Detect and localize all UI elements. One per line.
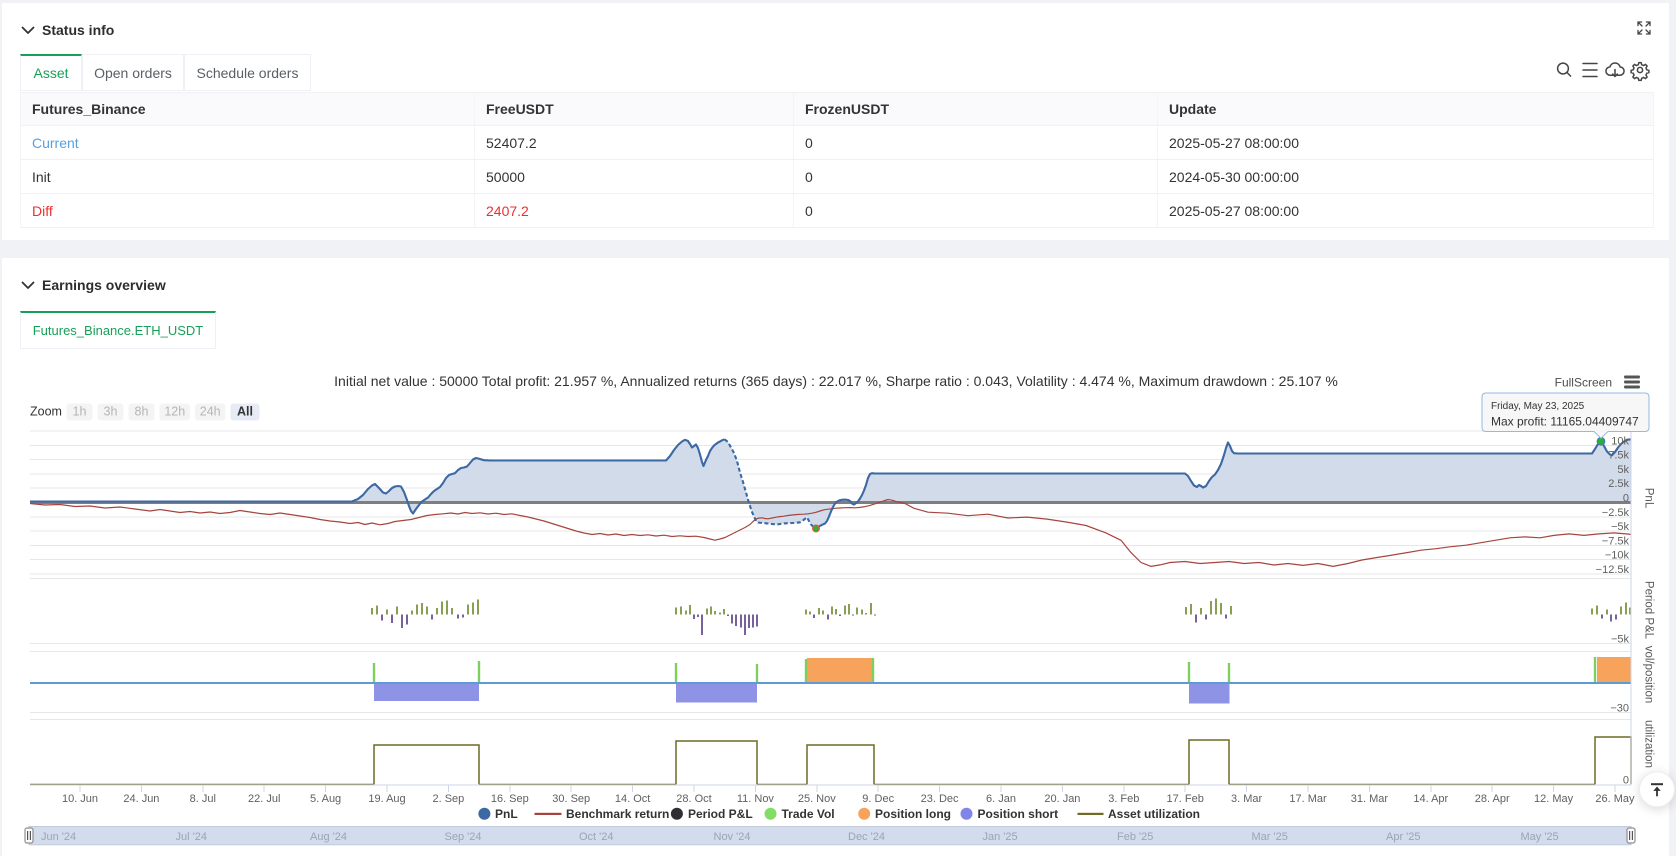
svg-text:11. Nov: 11. Nov (737, 793, 775, 805)
svg-text:3. Feb: 3. Feb (1108, 793, 1139, 805)
svg-text:5k: 5k (1617, 464, 1629, 476)
svg-text:28. Apr: 28. Apr (1475, 793, 1510, 805)
svg-text:0: 0 (1623, 493, 1629, 505)
svg-text:2. Sep: 2. Sep (432, 793, 464, 805)
svg-text:9. Dec: 9. Dec (862, 793, 894, 805)
svg-text:3h: 3h (104, 405, 118, 419)
svg-text:−30: −30 (1610, 703, 1629, 715)
svg-text:Mar '25: Mar '25 (1252, 831, 1288, 843)
svg-text:14. Apr: 14. Apr (1413, 793, 1448, 805)
svg-text:Dec '24: Dec '24 (848, 831, 885, 843)
svg-text:22. Jul: 22. Jul (248, 793, 280, 805)
svg-text:25. Nov: 25. Nov (798, 793, 836, 805)
svg-text:−5k: −5k (1611, 521, 1630, 533)
svg-text:Period P&L: Period P&L (688, 807, 753, 821)
svg-text:−12.5k: −12.5k (1596, 564, 1630, 576)
svg-text:12. May: 12. May (1534, 793, 1574, 805)
svg-text:Position short: Position short (978, 807, 1059, 821)
svg-text:−7.5k: −7.5k (1602, 535, 1630, 547)
svg-text:17. Mar: 17. Mar (1289, 793, 1327, 805)
svg-text:1h: 1h (73, 405, 87, 419)
svg-text:Trade Vol: Trade Vol (782, 807, 835, 821)
svg-text:16. Sep: 16. Sep (491, 793, 529, 805)
svg-text:30. Sep: 30. Sep (552, 793, 590, 805)
svg-text:Aug '24: Aug '24 (310, 831, 347, 843)
svg-text:23. Dec: 23. Dec (921, 793, 959, 805)
svg-text:10. Jun: 10. Jun (62, 793, 98, 805)
svg-text:26. May: 26. May (1595, 793, 1635, 805)
svg-text:−10k: −10k (1605, 550, 1630, 562)
svg-text:19. Aug: 19. Aug (368, 793, 405, 805)
svg-text:PnL: PnL (495, 807, 518, 821)
svg-text:12h: 12h (164, 405, 185, 419)
svg-text:8h: 8h (135, 405, 149, 419)
svg-text:Friday, May 23, 2025: Friday, May 23, 2025 (1491, 401, 1585, 412)
svg-text:3. Mar: 3. Mar (1231, 793, 1263, 805)
svg-text:Position long: Position long (875, 807, 951, 821)
svg-text:0: 0 (1623, 775, 1629, 787)
svg-text:Zoom: Zoom (30, 405, 62, 419)
svg-text:10k: 10k (1611, 435, 1629, 447)
svg-text:2.5k: 2.5k (1608, 478, 1629, 490)
svg-text:Jun '24: Jun '24 (41, 831, 76, 843)
svg-text:20. Jan: 20. Jan (1044, 793, 1080, 805)
svg-text:8. Jul: 8. Jul (190, 793, 216, 805)
svg-text:All: All (237, 405, 253, 419)
svg-text:Asset utilization: Asset utilization (1108, 807, 1200, 821)
svg-text:Jul '24: Jul '24 (176, 831, 207, 843)
svg-text:Max profit: 11165.04409747: Max profit: 11165.04409747 (1491, 415, 1639, 429)
svg-text:Jan '25: Jan '25 (983, 831, 1018, 843)
svg-text:FullScreen: FullScreen (1555, 376, 1612, 390)
svg-text:−2.5k: −2.5k (1602, 507, 1630, 519)
svg-text:Apr '25: Apr '25 (1386, 831, 1421, 843)
svg-text:6. Jan: 6. Jan (986, 793, 1016, 805)
svg-text:Nov '24: Nov '24 (714, 831, 751, 843)
svg-text:Period P&L: Period P&L (1643, 581, 1655, 640)
svg-text:7.5k: 7.5k (1608, 450, 1629, 462)
svg-text:Oct '24: Oct '24 (579, 831, 614, 843)
svg-text:vol/position: vol/position (1643, 646, 1655, 704)
svg-text:May '25: May '25 (1521, 831, 1559, 843)
svg-text:24h: 24h (200, 405, 221, 419)
svg-text:14. Oct: 14. Oct (615, 793, 650, 805)
svg-text:5. Aug: 5. Aug (310, 793, 341, 805)
svg-text:Sep '24: Sep '24 (445, 831, 482, 843)
svg-text:Benchmark return: Benchmark return (566, 807, 669, 821)
svg-text:Feb '25: Feb '25 (1117, 831, 1153, 843)
svg-text:31. Mar: 31. Mar (1351, 793, 1389, 805)
svg-text:−5k: −5k (1611, 634, 1630, 646)
svg-text:24. Jun: 24. Jun (123, 793, 159, 805)
svg-text:17. Feb: 17. Feb (1167, 793, 1204, 805)
svg-text:28. Oct: 28. Oct (676, 793, 711, 805)
svg-text:Initial net value : 50000 Tota: Initial net value : 50000 Total profit: … (334, 373, 1338, 389)
svg-text:PnL: PnL (1643, 488, 1655, 509)
svg-text:utilization: utilization (1643, 720, 1655, 768)
